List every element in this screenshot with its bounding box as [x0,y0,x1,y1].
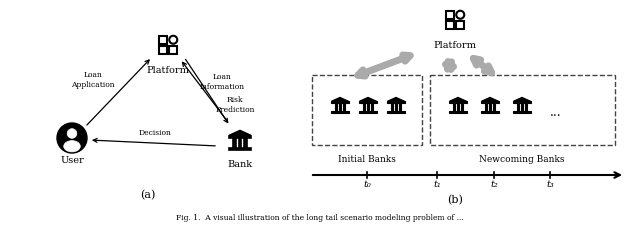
Text: Loan
Application: Loan Application [71,71,115,89]
Bar [399,103,401,111]
Bar [233,137,236,148]
Polygon shape [481,97,499,101]
Bar [367,103,369,111]
Text: User: User [60,156,84,165]
Text: Bank: Bank [227,160,253,169]
Polygon shape [387,97,404,101]
Bar [159,36,167,44]
Text: (b): (b) [447,195,463,205]
Bar [244,137,247,148]
Bar [169,46,177,54]
Bar [481,111,499,112]
Bar [461,103,463,111]
Polygon shape [229,130,251,135]
Bar [335,103,337,111]
Bar [489,103,491,111]
Polygon shape [449,97,467,101]
Bar [445,21,454,29]
Bar [229,135,251,137]
Bar [387,101,404,103]
Text: Platform: Platform [147,66,189,75]
Ellipse shape [64,141,80,152]
Bar [239,137,241,148]
Text: Platform: Platform [433,41,477,50]
Text: Newcoming Banks: Newcoming Banks [479,155,564,164]
Bar [484,103,486,111]
Bar [343,103,345,111]
Bar [371,103,373,111]
Polygon shape [513,97,531,101]
Bar [360,111,376,112]
Bar [521,103,523,111]
Bar [449,101,467,103]
Polygon shape [360,97,376,101]
Bar [445,11,454,19]
Bar [339,103,341,111]
Text: Decision: Decision [139,129,172,137]
Text: t₀: t₀ [363,180,371,189]
Bar [387,111,404,112]
Text: Initial Banks: Initial Banks [338,155,396,164]
Bar [481,101,499,103]
Bar [456,21,464,29]
Text: (a): (a) [140,190,156,200]
Bar [449,111,467,112]
Bar [332,111,349,112]
Bar [513,111,531,112]
Bar [332,101,349,103]
Bar [363,103,365,111]
Text: ...: ... [550,106,562,119]
Text: t₃: t₃ [546,180,554,189]
Bar [395,103,397,111]
Bar [493,103,495,111]
Text: t₂: t₂ [490,180,498,189]
Bar [391,103,393,111]
Bar [229,148,251,150]
Text: Risk
Prediction: Risk Prediction [215,96,255,114]
Text: Loan
Information: Loan Information [200,73,244,91]
Polygon shape [332,97,349,101]
Bar [457,103,459,111]
Bar [516,103,518,111]
Bar [452,103,454,111]
Bar [159,46,167,54]
Text: Fig. 1.  A visual illustration of the long tail scenario modeling problem of ...: Fig. 1. A visual illustration of the lon… [176,214,464,222]
Circle shape [67,129,77,138]
Bar [360,101,376,103]
Circle shape [57,123,87,153]
Bar [513,101,531,103]
Bar [525,103,527,111]
Text: t₁: t₁ [433,180,441,189]
